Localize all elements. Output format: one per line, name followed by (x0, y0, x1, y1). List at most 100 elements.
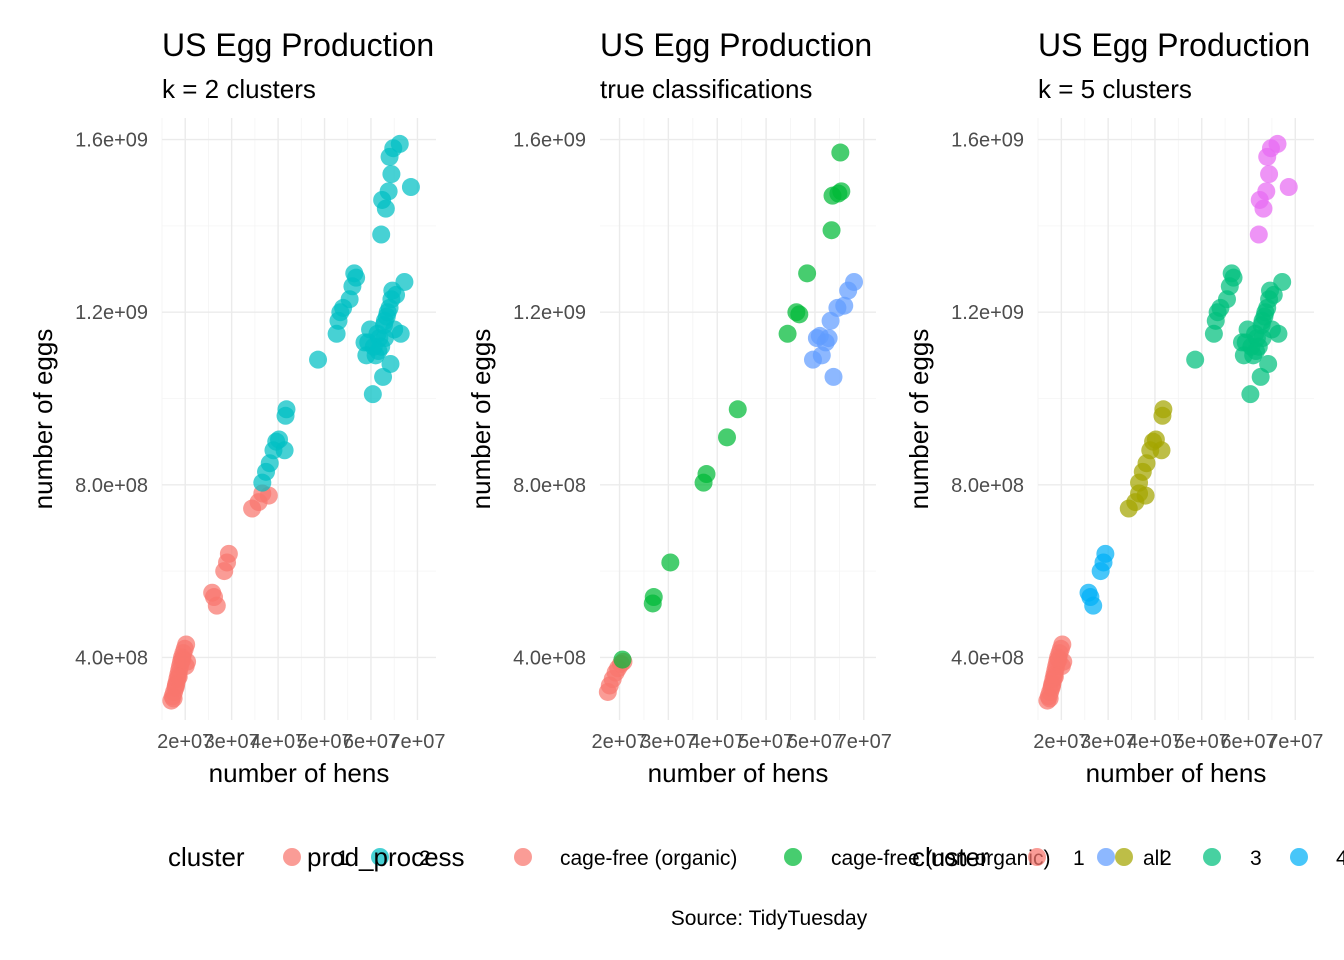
x-tick-label: 2e+07 (157, 731, 213, 753)
x-axis-title: number of hens (1086, 758, 1267, 788)
data-point (207, 596, 226, 615)
x-tick-label: 2e+07 (591, 731, 647, 753)
x-tick-label: 5e+07 (738, 731, 794, 753)
y-tick-label: 8.0e+08 (513, 475, 586, 497)
y-axis-title: number of eggs (28, 329, 58, 510)
data-point (1049, 650, 1068, 669)
data-point (718, 428, 737, 447)
legend-label: all (1143, 847, 1164, 870)
legend-key (1097, 848, 1115, 866)
x-tick-label: 6e+07 (1220, 731, 1276, 753)
x-tick-label: 6e+07 (787, 731, 843, 753)
data-point (1250, 190, 1269, 209)
data-point (169, 667, 188, 686)
legend-label: cage-free (non-organic) (831, 847, 1050, 870)
data-point (369, 342, 388, 361)
data-point (790, 305, 809, 324)
legend-key (784, 848, 802, 866)
y-axis-title: number of eggs (466, 329, 496, 510)
data-point (1273, 272, 1292, 291)
data-point (1260, 165, 1279, 184)
data-point (391, 324, 410, 343)
legend-label: 2 (1160, 847, 1172, 870)
data-point (382, 165, 401, 184)
panel-title: US Egg Production (162, 27, 434, 63)
y-tick-label: 1.6e+09 (951, 130, 1024, 152)
data-point (644, 588, 663, 607)
y-tick-label: 4.0e+08 (513, 647, 586, 669)
panel-subtitle: k = 5 clusters (1038, 74, 1192, 104)
data-point (277, 400, 296, 419)
x-tick-label: 6e+07 (343, 731, 399, 753)
data-point (309, 350, 328, 369)
data-point (177, 635, 196, 654)
y-tick-label: 1.6e+09 (513, 130, 586, 152)
legend-label: 3 (1250, 847, 1262, 870)
x-tick-label: 5e+07 (1174, 731, 1230, 753)
y-tick-label: 8.0e+08 (75, 475, 148, 497)
y-tick-label: 8.0e+08 (951, 475, 1024, 497)
x-axis-title: number of hens (209, 758, 390, 788)
data-point (347, 268, 366, 287)
data-point (824, 367, 843, 386)
legend-key (1115, 848, 1133, 866)
series-2 (1119, 400, 1173, 518)
legend-label: cage-free (organic) (560, 847, 737, 870)
data-point (1259, 354, 1278, 373)
data-point (1053, 635, 1072, 654)
data-point (819, 329, 838, 348)
series-2 (253, 134, 420, 492)
legend-key (283, 848, 301, 866)
y-tick-label: 1.2e+09 (513, 302, 586, 324)
y-tick-label: 4.0e+08 (75, 647, 148, 669)
series-3 (1186, 264, 1292, 404)
data-point (1045, 667, 1064, 686)
data-point (395, 272, 414, 291)
x-tick-label: 7e+07 (836, 731, 892, 753)
legend-title: cluster (912, 842, 989, 872)
y-tick-label: 1.6e+09 (75, 130, 148, 152)
data-point (1096, 544, 1115, 563)
data-point (1246, 342, 1265, 361)
data-point (381, 354, 400, 373)
series-4 (1079, 544, 1115, 615)
data-point (798, 264, 817, 283)
legend-group-2: prod_process cage-free (organic) cage-free… (307, 842, 1164, 872)
x-tick-label: 7e+07 (389, 731, 445, 753)
legend-group-1: cluster 1 2 (168, 842, 431, 872)
legend-title: cluster (168, 842, 245, 872)
x-tick-label: 3e+07 (1080, 731, 1136, 753)
legend-key (514, 848, 532, 866)
y-tick-label: 1.2e+09 (75, 302, 148, 324)
data-point (275, 441, 294, 460)
panel-title: US Egg Production (600, 27, 872, 63)
series-1 (1038, 635, 1073, 710)
series-all (803, 272, 864, 386)
data-point (1224, 268, 1243, 287)
data-point (613, 650, 632, 669)
data-point (822, 221, 841, 240)
data-point (1269, 324, 1288, 343)
data-point (1084, 596, 1103, 615)
series-1 (162, 484, 278, 710)
legend-label: 1 (1073, 847, 1085, 870)
legend-key (1203, 848, 1221, 866)
x-tick-label: 3e+07 (640, 731, 696, 753)
x-tick-label: 2e+07 (1033, 731, 1089, 753)
data-point (1268, 134, 1287, 153)
series-5 (1249, 134, 1298, 244)
series-cage-free-non-organic- (613, 143, 851, 669)
data-point (1152, 441, 1171, 460)
data-point (219, 544, 238, 563)
y-axis-title: number of eggs (904, 329, 934, 510)
x-tick-label: 4e+07 (689, 731, 745, 753)
legend-label: 4 (1336, 847, 1344, 870)
panel-title: US Egg Production (1038, 27, 1310, 63)
y-tick-label: 1.2e+09 (951, 302, 1024, 324)
data-point (372, 225, 391, 244)
data-point (1186, 350, 1205, 369)
data-point (1249, 225, 1268, 244)
